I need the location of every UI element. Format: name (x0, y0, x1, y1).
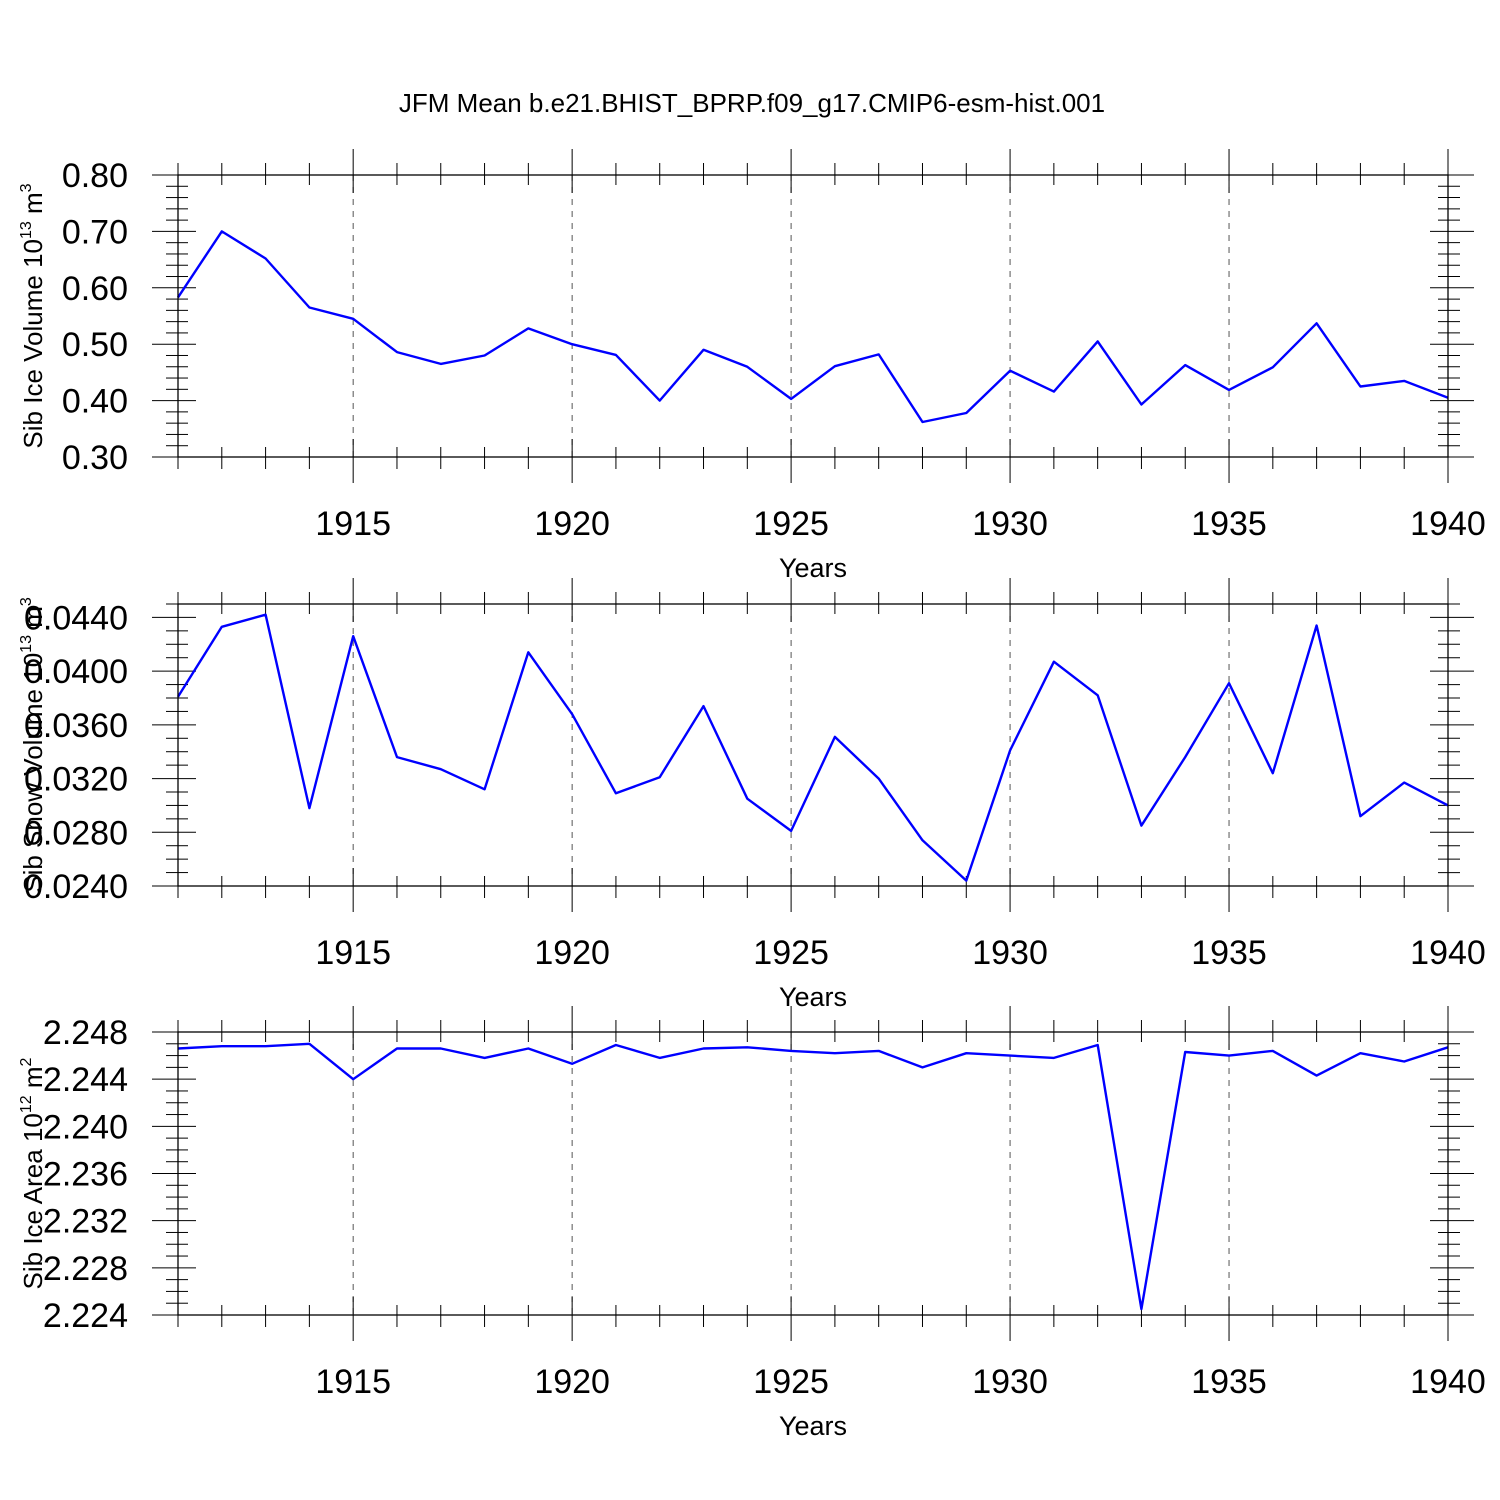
y-tick-label: 2.244 (43, 1061, 128, 1099)
y-tick-label: 0.0400 (24, 653, 128, 691)
x-axis-label: Years (779, 1411, 847, 1441)
x-axis-label: Years (779, 553, 847, 583)
y-axis-label-text: Sib Snow Volume 10 (18, 653, 48, 893)
y-tick-label: 2.232 (43, 1203, 128, 1241)
series-line (177, 1042, 1449, 1311)
panel-3: 2.224 2.228 2.232 2.236 2.240 2.244 2.248 1915 1… (18, 1006, 1486, 1441)
x-tick-label: 1920 (534, 1363, 610, 1401)
y-axis-label: Sib Ice Volume 1013 m3 (18, 183, 48, 448)
plot-frame (177, 603, 1449, 887)
y-tick-label: 2.248 (43, 1014, 128, 1052)
y-tick-label: 0.0360 (24, 707, 128, 745)
x-axis-label: Years (779, 982, 847, 1012)
x-tick-label: 1925 (753, 505, 829, 543)
y-tick-label: 2.224 (43, 1297, 128, 1335)
x-tick-label: 1930 (972, 505, 1048, 543)
y-axis-label-unit-exponent: 2 (18, 1057, 35, 1066)
series-line (176, 613, 1449, 882)
panel-1: 0.30 0.40 0.50 0.60 0.70 0.80 1915 1920 1925 1930… (18, 149, 1486, 583)
y-tick-label: 2.240 (43, 1108, 128, 1146)
y-tick-label: 0.70 (62, 213, 128, 251)
y-tick-label: 2.228 (43, 1250, 128, 1288)
y-axis-label-exponent: 13 (18, 635, 35, 653)
y-axis-label-group: Sib Ice Area 1012 m2 (18, 1057, 48, 1289)
x-tick-label: 1940 (1410, 934, 1486, 972)
y-axis-label: Sib Snow Volume 1013 m3 (18, 597, 48, 893)
y-axis-label-text: Sib Ice Volume 10 (18, 239, 48, 449)
x-tick-label: 1935 (1191, 1363, 1267, 1401)
chart-title: JFM Mean b.e21.BHIST_BPRP.f09_g17.CMIP6-… (399, 88, 1105, 118)
y-axis-label-unit: m (18, 606, 48, 635)
y-tick-label: 0.0440 (24, 599, 128, 637)
y-tick-label: 0.0240 (24, 868, 128, 906)
x-tick-label: 1930 (972, 934, 1048, 972)
panels: 0.30 0.40 0.50 0.60 0.70 0.80 1915 1920 1925 1930… (18, 149, 1486, 1441)
y-tick-label: 0.30 (62, 439, 128, 477)
x-tick-label: 1925 (753, 934, 829, 972)
x-tick-label: 1935 (1191, 934, 1267, 972)
y-tick-label: 0.80 (62, 157, 128, 195)
y-tick-label: 0.60 (62, 270, 128, 308)
y-tick-label: 0.0320 (24, 761, 128, 799)
y-axis-label-unit-exponent: 3 (18, 183, 35, 192)
y-axis-label-group: Sib Snow Volume 1013 m3 (18, 597, 48, 893)
y-axis-label-group: Sib Ice Volume 1013 m3 (18, 183, 48, 448)
plot-frame (177, 1031, 1449, 1316)
panel-2: 0.0240 0.0280 0.0320 0.0360 0.0400 0.0440 1915… (18, 578, 1486, 1012)
y-tick-label: 0.50 (62, 326, 128, 364)
x-tick-label: 1920 (534, 934, 610, 972)
x-tick-label: 1915 (315, 934, 391, 972)
x-tick-label: 1915 (315, 505, 391, 543)
y-axis-label: Sib Ice Area 1012 m2 (18, 1057, 48, 1289)
series-line (177, 230, 1449, 424)
x-tick-label: 1930 (972, 1363, 1048, 1401)
y-axis-label-exponent: 13 (18, 221, 35, 239)
x-tick-label: 1920 (534, 505, 610, 543)
y-tick-label: 0.0280 (24, 814, 128, 852)
x-tick-label: 1940 (1410, 505, 1486, 543)
plot-frame (177, 174, 1449, 458)
y-axis-label-exponent: 12 (18, 1095, 35, 1113)
y-axis-label-unit: m (18, 192, 48, 221)
x-tick-label: 1915 (315, 1363, 391, 1401)
x-tick-label: 1925 (753, 1363, 829, 1401)
y-axis-label-unit: m (18, 1066, 48, 1095)
y-tick-label: 0.40 (62, 383, 128, 421)
y-axis-label-text: Sib Ice Area 10 (18, 1113, 48, 1289)
x-tick-label: 1935 (1191, 505, 1267, 543)
y-axis-label-unit-exponent: 3 (18, 597, 35, 606)
y-tick-label: 2.236 (43, 1156, 128, 1194)
x-tick-label: 1940 (1410, 1363, 1486, 1401)
